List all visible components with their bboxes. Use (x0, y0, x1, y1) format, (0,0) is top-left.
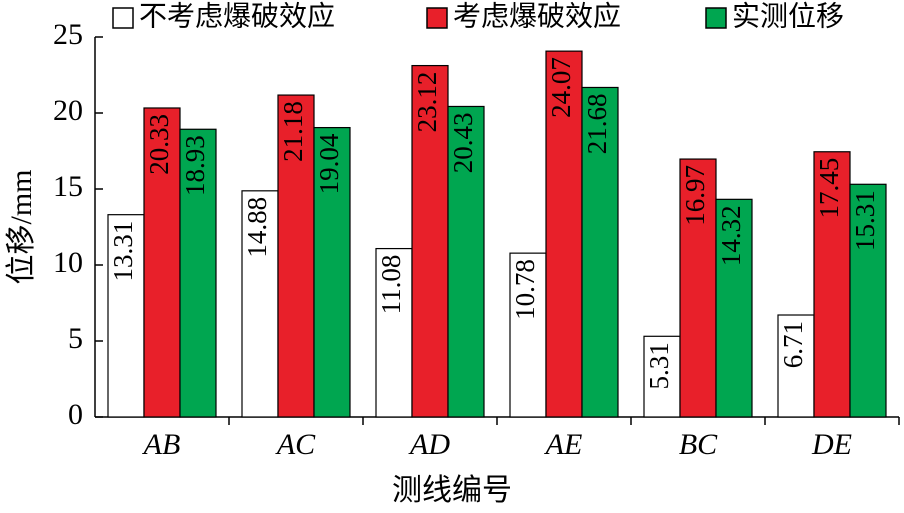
bar (581, 86, 619, 418)
value-label: 6.71 (778, 321, 808, 368)
y-tick-label: 5 (68, 322, 83, 355)
value-label: 14.88 (242, 197, 272, 258)
value-label: 24.07 (546, 57, 576, 118)
bar (411, 64, 449, 418)
bar (777, 314, 815, 418)
legend-swatch (705, 7, 727, 29)
value-label: 20.43 (448, 112, 478, 173)
legend-swatch (112, 7, 134, 29)
bar (643, 335, 681, 418)
x-tick-label: DE (811, 428, 852, 461)
bar (849, 183, 887, 418)
value-label: 13.31 (108, 221, 138, 282)
bar (813, 151, 851, 418)
value-label: 15.31 (850, 190, 880, 251)
legend-swatch (426, 7, 448, 29)
y-tick-label: 20 (53, 94, 83, 127)
bar (375, 247, 413, 418)
value-label: 17.45 (814, 158, 844, 219)
x-axis-title: 测线编号 (392, 474, 512, 507)
value-label: 19.04 (314, 133, 344, 194)
bar (447, 105, 485, 418)
value-label: 11.08 (376, 255, 406, 315)
value-label: 21.18 (278, 101, 308, 162)
x-tick-label: AC (275, 428, 316, 461)
bar (179, 128, 217, 418)
y-tick-label: 25 (53, 18, 83, 51)
value-label: 16.97 (680, 165, 710, 226)
value-label: 23.12 (412, 72, 442, 133)
value-label: 10.78 (510, 259, 540, 320)
value-label: 14.32 (716, 205, 746, 266)
bar (545, 50, 583, 418)
x-tick-label: BC (679, 428, 718, 461)
bar (715, 198, 753, 418)
x-tick-label: AE (544, 428, 583, 461)
bar (313, 126, 351, 418)
x-tick-label: AB (142, 428, 181, 461)
legend-label: 考虑爆破效应 (453, 0, 621, 32)
y-tick-label: 0 (68, 398, 83, 431)
value-label: 20.33 (144, 114, 174, 175)
value-label: 21.68 (582, 93, 612, 154)
x-tick-label: AD (408, 428, 450, 461)
y-tick-label: 10 (53, 246, 83, 279)
y-tick-label: 15 (53, 170, 83, 203)
bar (679, 158, 717, 418)
y-axis-title: 位移/mm (5, 169, 38, 284)
legend-label: 不考虑爆破效应 (139, 0, 335, 32)
value-label: 18.93 (180, 135, 210, 196)
legend-label: 实测位移 (732, 0, 844, 32)
bar (509, 252, 547, 418)
value-label: 5.31 (644, 342, 674, 389)
